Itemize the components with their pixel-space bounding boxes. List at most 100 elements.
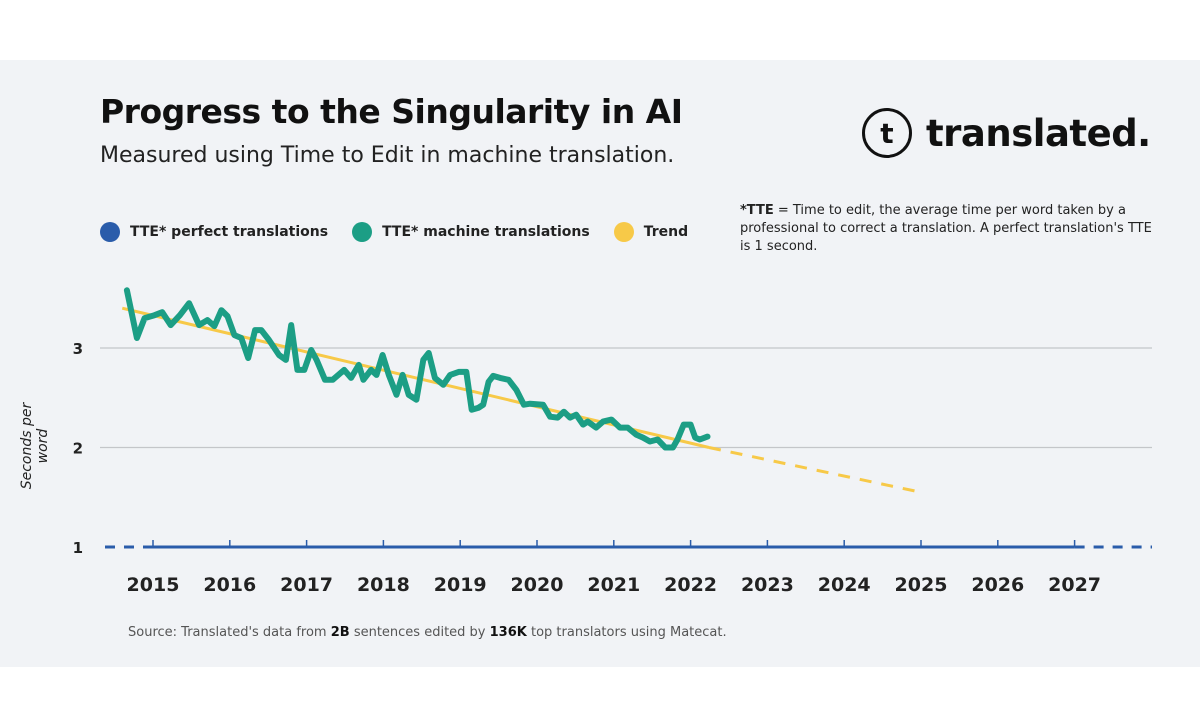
machine-translations-point	[563, 411, 565, 413]
machine-translations-point	[488, 381, 490, 383]
machine-translations-point	[557, 417, 559, 419]
machine-translations-point	[499, 377, 501, 379]
machine-translations-point	[465, 371, 467, 373]
chart-subtitle: Measured using Time to Edit in machine t…	[100, 143, 675, 168]
machine-translations-point	[408, 394, 410, 396]
legend: TTE* perfect translations TTE* machine t…	[100, 222, 712, 242]
x-tick-label: 2019	[434, 574, 487, 596]
x-tick-label: 2026	[971, 574, 1024, 596]
x-tick-label: 2025	[895, 574, 948, 596]
machine-translations-point	[422, 359, 424, 361]
legend-item-trend: Trend	[613, 222, 688, 242]
machine-translations-point	[382, 354, 384, 356]
machine-translations-point	[699, 439, 701, 441]
machine-translations-point	[316, 359, 318, 361]
chart-panel	[0, 60, 1200, 667]
legend-label: TTE* machine translations	[382, 224, 590, 240]
translated-logo: t translated.	[862, 108, 1151, 158]
source-sentences-count: 2B	[330, 625, 350, 640]
source-note: Source: Translated's data from 2B senten…	[128, 625, 727, 640]
machine-translations-point	[587, 421, 589, 423]
machine-translations-point	[303, 369, 305, 371]
machine-translations-point	[458, 371, 460, 373]
machine-translations-point	[324, 379, 326, 381]
x-tick-label: 2020	[511, 574, 564, 596]
x-tick-label: 2022	[664, 574, 717, 596]
source-mid: sentences edited by	[349, 625, 490, 640]
x-tick-label: 2016	[203, 574, 256, 596]
machine-translations-point	[642, 437, 644, 439]
x-tick-label: 2017	[280, 574, 333, 596]
machine-translations-point	[690, 424, 692, 426]
machine-translations-point	[278, 354, 280, 356]
machine-translations-point	[627, 427, 629, 429]
source-translators-count: 136K	[489, 625, 527, 640]
machine-translations-point	[395, 394, 397, 396]
machine-translations-point	[233, 334, 235, 336]
machine-translations-point	[370, 369, 372, 371]
machine-translations-point	[310, 349, 312, 351]
machine-translations-point	[179, 314, 181, 316]
x-tick-label: 2027	[1048, 574, 1101, 596]
logo-text: translated.	[926, 111, 1151, 155]
logo-t-icon: t	[862, 108, 912, 158]
x-tick-label: 2024	[818, 574, 871, 596]
machine-translations-point	[478, 407, 480, 409]
y-tick-label: 2	[73, 440, 83, 458]
machine-translations-point	[428, 352, 430, 354]
legend-dot-blue-icon	[100, 222, 120, 242]
machine-translations-point	[362, 379, 364, 381]
note-term: *TTE	[740, 203, 774, 218]
machine-translations-point	[358, 364, 360, 366]
legend-dot-yellow-icon	[613, 222, 634, 242]
machine-translations-point	[343, 369, 345, 371]
machine-translations-point	[672, 447, 674, 448]
machine-translations-point	[332, 379, 334, 381]
machine-translations-point	[170, 324, 172, 326]
machine-translations-line	[123, 287, 711, 451]
machine-translations-point	[582, 424, 584, 426]
machine-translations-point	[677, 439, 679, 441]
machine-translations-point	[569, 417, 571, 419]
machine-translations-point	[198, 324, 200, 326]
machine-translations-point	[549, 416, 551, 418]
legend-label: TTE* perfect translations	[130, 224, 329, 240]
machine-translations-point	[635, 434, 637, 436]
trend-projection-dashed	[708, 446, 922, 494]
x-tick-label: 2018	[357, 574, 410, 596]
machine-translations-point	[268, 339, 270, 341]
machine-translations-point	[664, 447, 666, 448]
machine-translations-point	[602, 421, 604, 423]
machine-translations-point	[388, 374, 390, 376]
legend-dot-green-icon	[352, 222, 373, 242]
machine-translations-point	[260, 329, 262, 331]
machine-translations-point	[575, 414, 577, 416]
machine-translations-point	[240, 337, 242, 339]
x-tick-label: 2021	[587, 574, 640, 596]
chart-title: Progress to the Singularity in AI	[100, 92, 683, 131]
trend-line	[121, 306, 710, 449]
note-text: = Time to edit, the average time per wor…	[740, 203, 1152, 254]
x-tick-label: 2023	[741, 574, 794, 596]
legend-item-machine: TTE* machine translations	[352, 222, 590, 242]
machine-translations-point	[126, 289, 128, 291]
machine-translations-point	[442, 384, 444, 386]
machine-translations-point	[154, 314, 156, 316]
machine-translations-point	[254, 329, 256, 331]
machine-translations-point	[508, 379, 510, 381]
machine-translations-point	[220, 309, 222, 311]
machine-translations-point	[285, 359, 287, 361]
machine-translations-point	[434, 377, 436, 379]
machine-translations-point	[144, 317, 146, 319]
machine-translations-point	[523, 404, 525, 406]
machine-translations-point	[482, 404, 484, 406]
legend-item-perfect: TTE* perfect translations	[100, 222, 328, 242]
x-tick-label: 2015	[127, 574, 180, 596]
machine-translations-point	[529, 403, 531, 405]
source-prefix: Source: Translated's data from	[128, 625, 331, 640]
machine-translations-point	[595, 427, 597, 429]
y-tick-label: 1	[73, 539, 83, 557]
machine-translations-point	[136, 337, 138, 339]
machine-translations-point	[247, 357, 249, 359]
